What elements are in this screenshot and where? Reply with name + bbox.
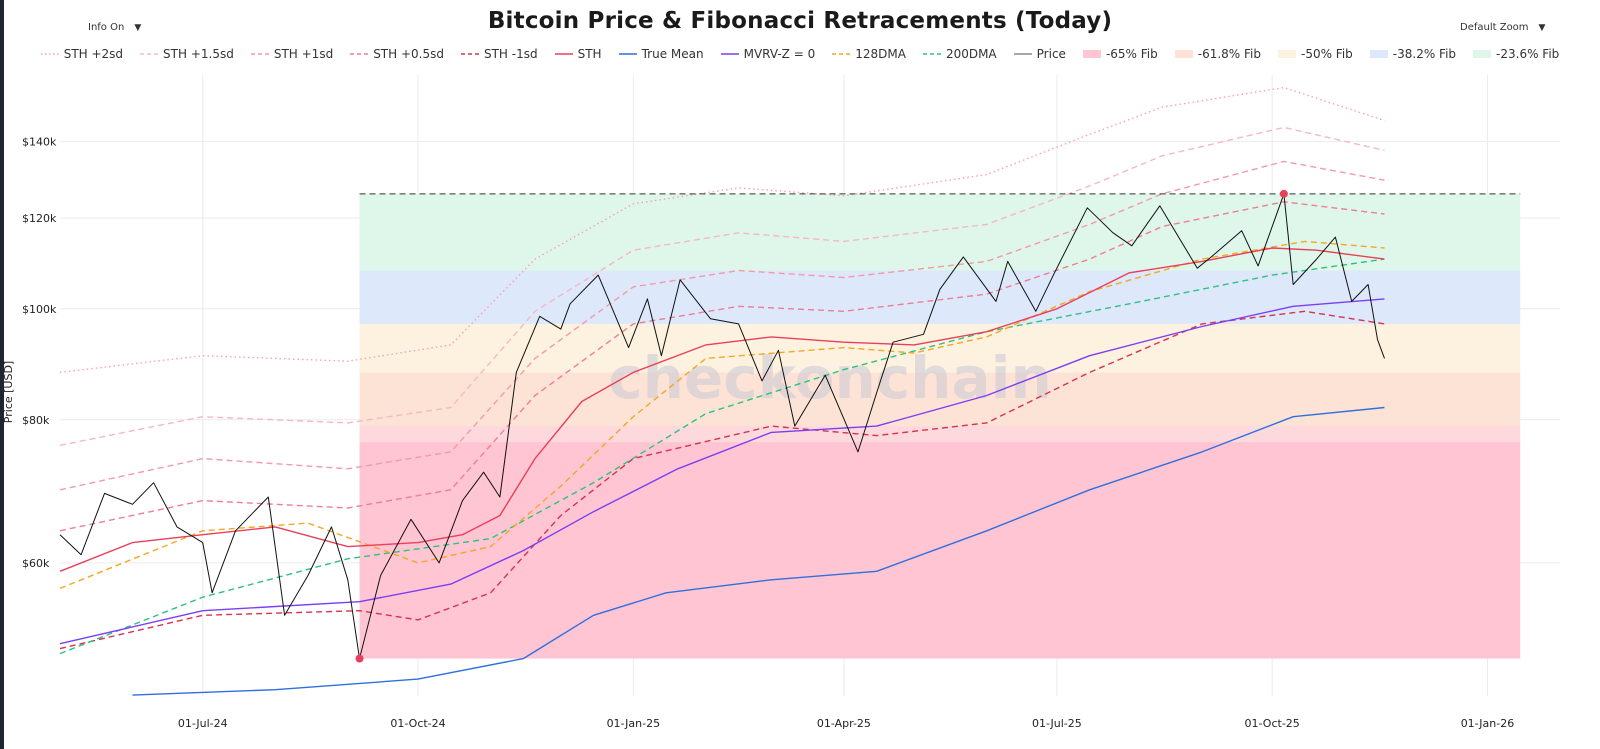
chevron-down-icon: ▼ [1538,23,1546,33]
x-tick-label: 01-Oct-25 [1245,717,1300,730]
legend-label: STH +1sd [273,47,334,61]
series-true-mean [132,406,1385,696]
y-tick-label: $80k [22,414,50,427]
legend-label: 200DMA [945,47,997,61]
legend-swatch [1277,50,1296,58]
series-sth [59,247,1385,572]
legend-label: 128DMA [855,47,906,61]
legend-swatch [1013,53,1032,55]
x-tick-label: 01-Jul-24 [178,717,228,730]
info-dropdown[interactable]: Info On ▼ [88,22,141,33]
legend-item[interactable]: MVRV-Z = 0 [720,47,816,61]
legend-swatch [40,53,59,55]
legend-item[interactable]: -61.8% Fib [1174,47,1261,61]
y-tick-label: $120k [22,212,57,225]
info-dropdown-label: Info On [88,22,125,33]
legend-swatch [554,53,573,55]
legend-label: STH +0.5sd [373,47,444,61]
fib-band [359,442,1521,659]
legend-swatch [922,53,941,55]
series-sth-1sd [59,160,1385,491]
chart-title: Bitcoin Price & Fibonacci Retracements (… [487,8,1113,34]
left-window-strip [0,0,4,749]
marker-cycle-low [355,654,364,663]
series-128dma [59,240,1385,590]
series-200dma [59,258,1385,655]
legend-label: -61.8% Fib [1197,47,1261,61]
fib-bands [359,193,1521,659]
series-sth-0-5sd [59,201,1385,532]
markers [355,189,1521,663]
x-tick-label: 01-Jan-25 [607,717,661,730]
y-tick-label: $140k [22,135,57,148]
zoom-dropdown[interactable]: Default Zoom ▼ [1460,22,1545,33]
legend-label: -50% Fib [1300,47,1353,61]
legend-item[interactable]: STH +2sd [40,47,124,61]
legend-swatch [1473,50,1492,58]
legend-label: True Mean [641,47,704,61]
x-tick-label: 01-Oct-24 [390,717,445,730]
legend-label: -23.6% Fib [1496,47,1560,61]
legend-item[interactable]: STH -1sd [460,47,538,61]
fib-band [359,323,1521,373]
legend-label: -65% Fib [1105,47,1158,61]
y-tick-label: $60k [22,557,50,570]
legend-item[interactable]: STH +0.5sd [350,47,444,61]
legend-item[interactable]: 128DMA [832,47,906,61]
legend-label: -38.2% Fib [1392,47,1457,61]
legend-swatch [832,53,851,55]
fib-band [359,372,1521,427]
series-lines [59,86,1385,696]
legend-label: MVRV-Z = 0 [743,47,816,61]
zoom-dropdown-label: Default Zoom [1460,22,1529,33]
chart-legend: STH +2sd STH +1.5sd STH +1sd STH +0.5sd STH … [0,47,1600,61]
legend-swatch [250,53,269,55]
y-tick-label: $100k [22,303,57,316]
legend-swatch [1369,50,1388,58]
legend-swatch [350,53,369,55]
legend-swatch [1174,50,1193,58]
legend-label: STH +1.5sd [163,47,234,61]
legend-item[interactable]: True Mean [618,47,704,61]
series-sth-2sd [59,86,1385,374]
x-tick-label: 01-Jul-25 [1032,717,1082,730]
x-tick-label: 01-Jan-26 [1461,717,1515,730]
legend-item[interactable]: Price [1013,47,1066,61]
legend-label: STH [577,47,602,61]
legend-swatch [618,53,637,55]
legend-swatch [720,53,739,55]
legend-label: STH +2sd [63,47,124,61]
legend-item[interactable]: 200DMA [922,47,997,61]
legend-item[interactable]: -23.6% Fib [1473,47,1559,61]
y-axis: $60k $80k $100k $120k $140k [22,135,57,569]
y-axis-label: Price [USD] [2,361,15,423]
fib-band [359,193,1521,271]
legend-swatch [460,53,479,55]
fib-band [359,270,1521,324]
fib-band [359,426,1521,443]
legend-item[interactable]: STH +1.5sd [140,47,234,61]
series-sth-1-5sd [59,126,1385,446]
marker-ath [1279,189,1288,198]
x-axis: 01-Jul-24 01-Oct-24 01-Jan-25 01-Apr-25 01-J… [178,717,1514,730]
chevron-down-icon: ▼ [134,23,142,33]
legend-item[interactable]: -38.2% Fib [1369,47,1457,61]
legend-item[interactable]: -65% Fib [1082,47,1158,61]
series-price [59,193,1385,660]
legend-swatch [1082,50,1101,58]
legend-label: STH -1sd [483,47,538,61]
legend-item[interactable]: -50% Fib [1277,47,1353,61]
legend-label: Price [1036,47,1066,61]
x-tick-label: 01-Apr-25 [817,717,871,730]
legend-item[interactable]: STH +1sd [250,47,334,61]
legend-swatch [140,53,159,55]
legend-item[interactable]: STH [554,47,602,61]
watermark: checkonchain [608,344,1052,412]
